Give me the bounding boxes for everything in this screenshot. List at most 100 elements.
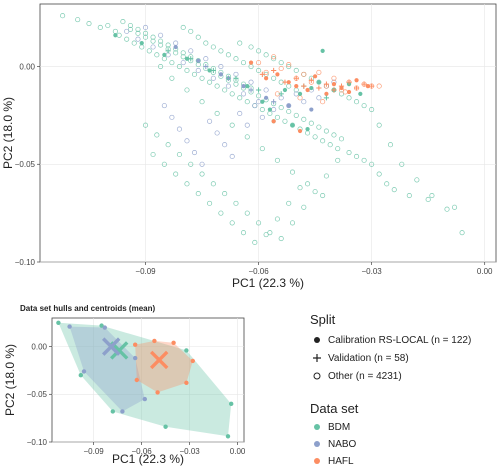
y-tick-label: −0.05 — [27, 390, 48, 399]
data-point-bdm — [229, 91, 235, 97]
data-point-hafl — [259, 71, 265, 77]
y-tick-label: −0.05 — [15, 160, 36, 169]
data-point-hafl — [278, 65, 284, 72]
data-point-bdm — [391, 187, 397, 193]
filled-circle-icon — [310, 333, 324, 347]
data-point-bdm — [184, 181, 190, 187]
data-point-bdm — [207, 68, 212, 73]
legend-split-title: Split — [310, 312, 336, 327]
data-point-hafl — [353, 85, 360, 91]
data-point-bdm — [271, 56, 277, 62]
inset-plot-frame — [51, 317, 245, 443]
data-point-bdm — [105, 22, 111, 29]
data-point-hafl — [338, 83, 345, 89]
legend-dataset-item-bdm: BDM — [310, 420, 350, 434]
data-point-bdm — [188, 161, 194, 167]
data-point-hafl — [376, 83, 382, 89]
hull-vertex-hafl — [184, 380, 189, 386]
data-point-nabo — [210, 75, 216, 81]
data-point-bdm — [335, 157, 341, 163]
data-point-bdm — [248, 44, 254, 50]
data-point-nabo — [225, 83, 231, 89]
data-point-bdm — [267, 107, 272, 112]
data-point-bdm — [293, 67, 299, 74]
data-point-bdm — [338, 136, 345, 142]
data-point-bdm — [327, 142, 333, 148]
data-point-nabo — [264, 95, 269, 100]
inset-centroids — [101, 337, 169, 370]
data-point-hafl — [297, 128, 303, 134]
hull-vertex-hafl — [152, 338, 157, 344]
data-point-bdm — [316, 124, 322, 130]
data-point-bdm — [75, 17, 81, 23]
data-point-nabo — [316, 95, 322, 101]
data-point-bdm — [188, 28, 194, 34]
data-point-hafl — [365, 83, 370, 89]
data-point-hafl — [308, 77, 314, 83]
data-point-nabo — [161, 103, 167, 109]
data-point-hafl — [301, 71, 307, 77]
data-point-nabo — [252, 103, 258, 109]
data-point-bdm — [142, 30, 149, 36]
y-tick-label: 0.00 — [19, 62, 35, 71]
data-point-bdm — [376, 122, 382, 128]
data-point-bdm — [229, 220, 235, 226]
data-point-bdm — [180, 54, 186, 60]
data-point-bdm — [297, 91, 303, 97]
data-point-bdm — [188, 56, 194, 62]
data-point-bdm — [323, 173, 329, 179]
data-point-bdm — [199, 171, 205, 177]
data-point-bdm — [142, 34, 149, 40]
hull-vertex-bdm — [184, 348, 189, 353]
data-point-bdm — [210, 44, 216, 50]
data-point-hafl — [263, 69, 269, 75]
hull-vertex-hafl — [133, 342, 138, 347]
data-point-bdm — [124, 36, 130, 42]
data-point-bdm — [150, 151, 156, 158]
data-point-bdm — [369, 161, 375, 167]
data-point-bdm — [237, 40, 243, 46]
data-point-bdm — [260, 99, 265, 104]
data-point-bdm — [323, 95, 330, 101]
data-point-bdm — [127, 22, 133, 29]
data-point-bdm — [218, 210, 224, 216]
data-point-nabo — [240, 91, 247, 97]
data-point-nabo — [286, 103, 292, 109]
data-point-bdm — [154, 52, 160, 58]
legend-split-item-validation: Validation (n = 58) — [310, 351, 409, 365]
hull-centroid-panel: Data set hulls and centroids (mean) −0.0… — [3, 304, 246, 466]
data-point-bdm — [176, 151, 182, 158]
hull-vertex-bdm — [163, 424, 168, 429]
data-point-hafl — [354, 78, 359, 83]
data-point-bdm — [289, 220, 296, 226]
data-point-bdm — [316, 80, 321, 85]
data-point-bdm — [354, 153, 360, 160]
hull-vertex-bdm — [99, 323, 104, 328]
data-point-bdm — [150, 38, 156, 44]
data-point-bdm — [184, 56, 190, 61]
inset-hull-vertices — [56, 320, 234, 439]
hull-vertex-bdm — [78, 373, 84, 378]
main-scatter-panel: −0.09 −0.06 −0.03 0.00 0.00 −0.05 −0.10 PC1 (… — [1, 3, 497, 290]
legend-dataset-title: Data set — [310, 401, 359, 416]
data-point-bdm — [207, 200, 213, 206]
data-point-hafl — [324, 91, 329, 97]
data-point-nabo — [229, 153, 235, 160]
data-point-nabo — [195, 67, 201, 74]
data-point-nabo — [188, 48, 194, 54]
data-point-bdm — [169, 60, 175, 66]
data-point-bdm — [139, 40, 144, 46]
data-point-bdm — [361, 157, 367, 163]
data-point-bdm — [120, 19, 126, 25]
data-point-bdm — [271, 75, 277, 81]
data-point-bdm — [444, 206, 450, 212]
data-point-bdm — [289, 169, 296, 175]
hull-bdm — [58, 322, 232, 437]
data-point-bdm — [237, 95, 243, 101]
data-point-bdm — [282, 118, 288, 124]
data-point-nabo — [309, 107, 314, 112]
data-point-bdm — [233, 200, 239, 206]
legend-split-item-other: Other (n = 4231) — [310, 369, 402, 383]
legend-dataset-item-nabo: NABO — [310, 437, 356, 451]
